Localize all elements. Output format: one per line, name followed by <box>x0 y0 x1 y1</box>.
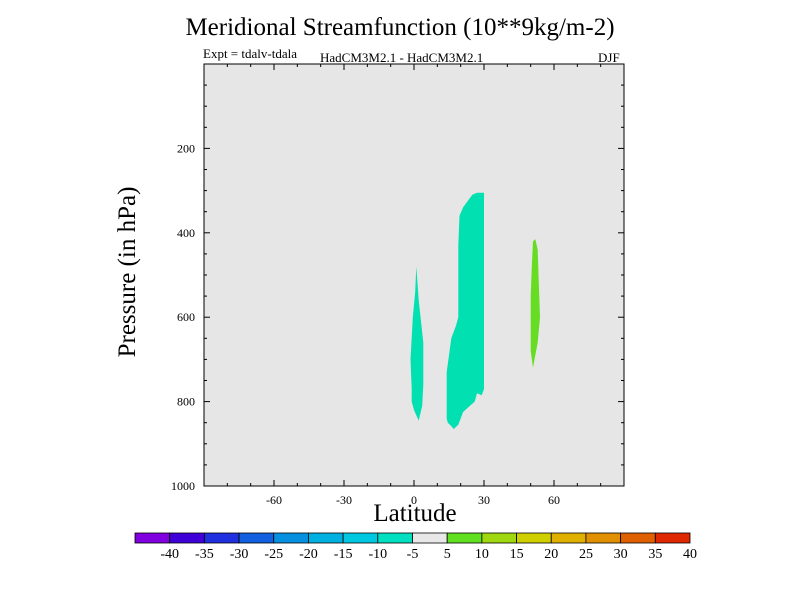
colorbar-label: 40 <box>683 547 697 562</box>
y-tick-label: 600 <box>177 310 195 324</box>
y-axis-label: Pressure (in hPa) <box>114 186 141 358</box>
colorbar-label: 5 <box>444 547 451 562</box>
colorbar-label: 20 <box>544 547 558 562</box>
colorbar-swatch <box>308 532 344 544</box>
colorbar-label: -10 <box>368 547 387 562</box>
colorbar-swatch <box>342 532 379 544</box>
colorbar-swatch <box>412 532 448 544</box>
colorbar-swatch <box>238 532 275 544</box>
colorbar-label: -35 <box>195 547 214 562</box>
x-tick-label: -30 <box>336 493 352 507</box>
y-tick-label: 400 <box>177 226 195 240</box>
colorbar-label: -20 <box>299 547 318 562</box>
colorbar-swatch <box>203 532 240 544</box>
colorbar-swatch <box>446 532 483 544</box>
y-tick-label: 800 <box>177 395 195 409</box>
colorbar-swatch <box>273 532 309 544</box>
colorbar-swatch <box>654 532 691 544</box>
model-label: HadCM3M2.1 - HadCM3M2.1 <box>320 50 484 65</box>
y-tick-label: 200 <box>177 141 195 155</box>
season-label: DJF <box>598 50 620 65</box>
x-axis-label: Latitude <box>373 500 457 527</box>
x-tick-label: 30 <box>478 493 490 507</box>
colorbar-swatch <box>134 532 171 544</box>
colorbar-label: 15 <box>510 547 524 562</box>
colorbar-label: -5 <box>407 547 419 562</box>
colorbar-label: 25 <box>579 547 593 562</box>
colorbar-swatch <box>585 532 622 544</box>
colorbar-label: 10 <box>475 547 489 562</box>
y-tick-label: 1000 <box>171 479 195 493</box>
x-tick-label: -60 <box>266 493 282 507</box>
region-neg-a <box>410 266 424 421</box>
colorbar-swatch <box>620 532 656 544</box>
experiment-label: Expt = tdalv-tdala <box>203 46 297 61</box>
region-pos <box>530 239 540 368</box>
colorbar-swatch <box>481 532 517 544</box>
colorbar-label: -40 <box>160 547 179 562</box>
x-tick-label: 0 <box>411 493 417 507</box>
colorbar-swatch <box>516 532 552 544</box>
colorbar-label: -15 <box>334 547 353 562</box>
colorbar-swatch <box>377 532 413 544</box>
region-neg-b <box>446 192 484 429</box>
colorbar-swatch <box>169 532 205 544</box>
plot-area-background <box>204 64 624 486</box>
colorbar-label: 35 <box>648 547 662 562</box>
colorbar-label: 30 <box>614 547 628 562</box>
colorbar-swatch <box>550 532 587 544</box>
x-tick-label: 60 <box>548 493 560 507</box>
chart-title: Meridional Streamfunction (10**9kg/m-2) <box>185 14 615 41</box>
colorbar-label: -25 <box>264 547 283 562</box>
colorbar-label: -30 <box>230 547 249 562</box>
